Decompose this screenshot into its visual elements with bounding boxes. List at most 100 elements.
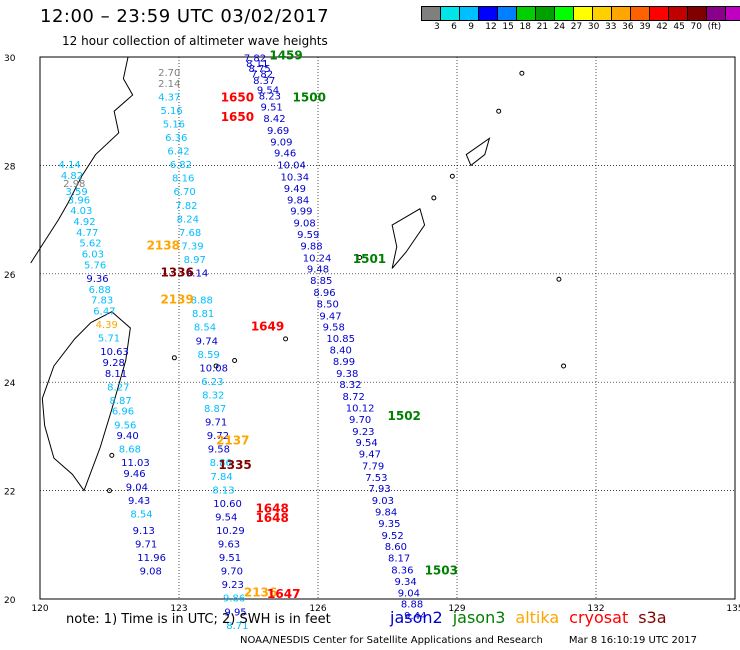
wave-height-value: 9.14	[186, 269, 208, 280]
wave-height-value: 8.59	[198, 350, 220, 361]
amami-island	[465, 137, 491, 167]
wave-height-value: 4.77	[76, 228, 98, 239]
colorbar-label: 33	[605, 22, 617, 32]
wave-height-value: 9.56	[114, 420, 136, 431]
wave-height-value: 8.87	[110, 396, 132, 407]
pass-time-label: 1336	[160, 266, 193, 280]
wave-height-value: 8.99	[333, 357, 355, 368]
legend-jason3: jason3	[452, 608, 506, 627]
wave-height-value: 4.82	[61, 171, 83, 182]
pass-time-label: 1335	[218, 458, 251, 472]
wave-height-value: 9.23	[222, 580, 244, 591]
islet	[431, 195, 437, 201]
wave-height-value: 4.39	[96, 320, 118, 331]
wave-height-value: 8.60	[385, 542, 407, 553]
wave-height-value: 9.88	[300, 241, 322, 252]
islet	[449, 173, 455, 179]
lon-tick-label: 135	[726, 604, 740, 614]
wave-height-value: 5.16	[160, 106, 182, 117]
colorbar-label: 3	[434, 22, 440, 32]
wave-height-value: 8.88	[191, 296, 213, 307]
wave-height-value: 10.85	[326, 334, 355, 345]
taiwan-island	[41, 311, 131, 492]
wave-height-value: 9.71	[135, 540, 157, 551]
wave-height-value: 9.38	[336, 369, 358, 380]
wave-height-value: 9.46	[123, 469, 145, 480]
colorbar-label: 70	[690, 22, 702, 32]
wave-height-value: 9.09	[270, 137, 292, 148]
lat-tick-label: 22	[4, 488, 15, 498]
wave-height-value: 10.29	[216, 526, 245, 537]
islet	[519, 70, 525, 76]
wave-height-value: 9.54	[215, 512, 237, 523]
wave-height-value: 7.84	[211, 472, 233, 483]
map-border	[39, 56, 736, 600]
colorbar-labels: 3 6 9 12 15 18 21 24 27 30 33 36 39 42 45 70 (ft)	[422, 22, 740, 34]
pass-time-label: 1647	[267, 587, 300, 601]
wave-height-value: 9.04	[126, 483, 148, 494]
wave-height-value: 11.96	[137, 553, 166, 564]
wave-height-value: 8.85	[310, 276, 332, 287]
wave-height-value: 9.44	[404, 611, 426, 622]
wave-height-value: 5.62	[79, 239, 101, 250]
colorbar-label: 42	[656, 22, 668, 32]
footer-note: note: 1) Time is in UTC; 2) SWH is in fe…	[66, 612, 331, 627]
wave-height-value: 9.52	[381, 531, 403, 542]
wave-height-value: 10.12	[346, 403, 375, 414]
wave-height-value: 9.04	[398, 588, 420, 599]
islet	[561, 363, 567, 369]
wave-height-value: 6.42	[167, 147, 189, 158]
colorbar	[421, 6, 740, 21]
islet	[171, 355, 177, 361]
islet	[232, 358, 238, 364]
wave-height-value: 2.14	[158, 79, 180, 90]
okinawa-island	[391, 208, 426, 269]
wave-height-value: 9.63	[218, 540, 240, 551]
time-labels: 1459 1500 1650 1650 1501 2138 1336 2139 1649 1502…	[147, 49, 458, 601]
footer-credit: NOAA/NESDIS Center for Satellite Applica…	[240, 635, 697, 646]
wave-height-value: 9.43	[128, 496, 150, 507]
colorbar-label: 9	[468, 22, 474, 32]
wave-height-value: 7.83	[91, 296, 113, 307]
pass-time-label: 1501	[353, 252, 386, 266]
wave-height-value: 8.75	[249, 64, 271, 75]
wave-height-value: 8.17	[388, 554, 410, 565]
lat-tick-label: 24	[4, 379, 16, 389]
pass-time-label: 1649	[251, 320, 284, 334]
islet	[109, 452, 115, 458]
wave-height-value: 8.54	[194, 323, 216, 334]
satellite-legend: jason2 jason3 altika cryosat s3a	[390, 608, 677, 627]
wave-height-value: 9.13	[133, 526, 155, 537]
colorbar-label: 15	[502, 22, 514, 32]
wave-height-value: 9.28	[103, 358, 125, 369]
lon-tick-label: 126	[309, 604, 326, 614]
lon-tick-label: 132	[587, 604, 604, 614]
pass-time-label: 2136	[244, 585, 277, 599]
lat-tick-label: 30	[4, 54, 16, 64]
wave-height-value: 4.92	[73, 217, 95, 228]
wave-height-value: 9.74	[196, 336, 218, 347]
wave-height-value: 5.16	[163, 119, 185, 130]
wave-height-value: 8.87	[204, 404, 226, 415]
pass-time-label: 2139	[160, 293, 193, 307]
colorbar-label: 12	[485, 22, 497, 32]
credit-text: NOAA/NESDIS Center for Satellite Applica…	[240, 635, 543, 646]
map-subtitle: 12 hour collection of altimeter wave hei…	[62, 34, 328, 48]
wave-height-value: 8.50	[317, 299, 339, 310]
wave-height-value: 8.97	[184, 255, 206, 266]
wave-height-value: 6.03	[82, 250, 104, 261]
islet	[556, 276, 562, 282]
lon-tick-label: 123	[170, 604, 187, 614]
wave-height-value: 9.84	[287, 195, 309, 206]
wave-height-value: 9.69	[267, 126, 289, 137]
wave-height-value: 6.70	[173, 187, 195, 198]
pass-time-label: 1650	[221, 110, 254, 124]
wave-height-value: 6.88	[89, 285, 111, 296]
pass-time-label: 2137	[216, 434, 249, 448]
legend-jason2: jason2	[390, 608, 443, 627]
wave-height-value: 8.42	[263, 114, 285, 125]
wave-height-value: 8.24	[177, 214, 199, 225]
colorbar-label: 18	[519, 22, 531, 32]
wave-height-value: 8.96	[313, 288, 335, 299]
